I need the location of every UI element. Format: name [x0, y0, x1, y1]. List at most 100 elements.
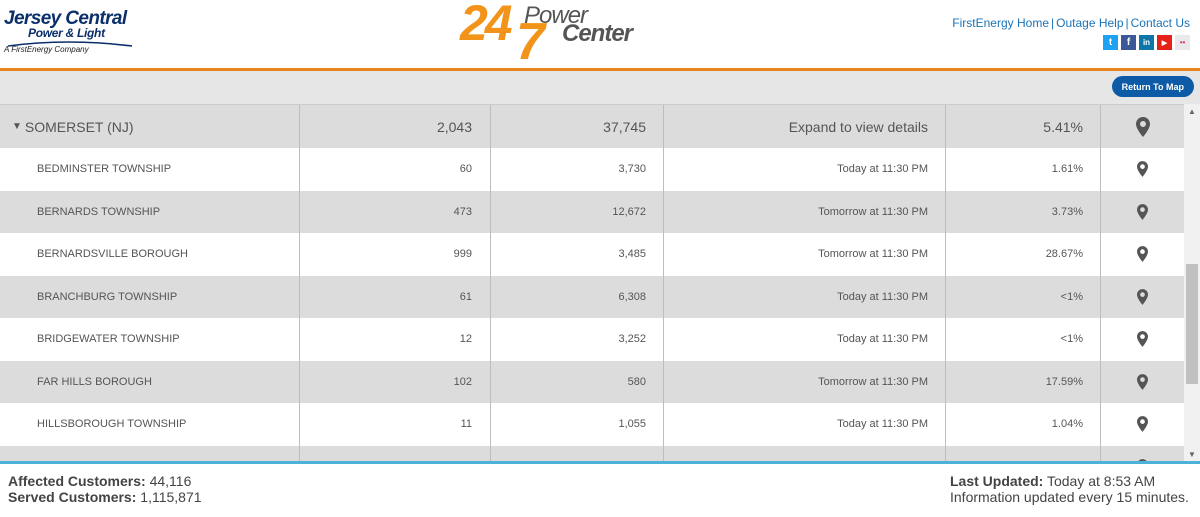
county-row[interactable]: ▼ SOMERSET (NJ) 2,043 37,745 Expand to v… [0, 105, 1184, 148]
twitter-icon[interactable]: t [1103, 35, 1118, 50]
percent-out-cell: 1.61% [946, 148, 1101, 191]
table-row: BERNARDS TOWNSHIP 473 12,672 Tomorrow at 11… [0, 190, 1184, 234]
customers-out-cell: 2,043 [300, 105, 491, 148]
customers-served-cell: 3,252 [491, 318, 664, 361]
served-label: Served Customers: [8, 489, 137, 505]
customers-served-cell: 580 [491, 360, 664, 403]
youtube-icon[interactable]: ▶ [1157, 35, 1172, 50]
map-pin-icon[interactable] [1101, 276, 1184, 319]
affected-label: Affected Customers: [8, 473, 146, 489]
logo-24: 24 [460, 0, 513, 51]
customers-served-cell: 12,672 [491, 190, 664, 233]
customers-out-cell: 11 [300, 403, 491, 446]
map-pin-icon[interactable] [1101, 446, 1184, 461]
etr-cell [664, 445, 946, 461]
customers-served-cell: 1,055 [491, 403, 664, 446]
customers-served-cell: 3,730 [491, 148, 664, 191]
customers-served-cell: 3,485 [491, 233, 664, 276]
logo-7: 7 [516, 13, 545, 71]
map-pin-icon[interactable] [1101, 233, 1184, 276]
toolbar: Return To Map [0, 71, 1200, 104]
update-frequency-note: Information updated every 15 minutes. [950, 489, 1189, 505]
table-row: BRIDGEWATER TOWNSHIP 12 3,252 Today at 11:3… [0, 318, 1184, 361]
logo-center-word: Center [562, 20, 633, 47]
percent-out-cell: 5.41% [946, 105, 1101, 148]
affected-value: 44,116 [149, 473, 192, 489]
jcpl-logo[interactable]: Jersey Central Power & Light A FirstEner… [4, 8, 144, 58]
table-row: FAR HILLS BOROUGH 102 580 Tomorrow at 11:30… [0, 360, 1184, 404]
served-value: 1,115,871 [140, 489, 202, 505]
percent-out-cell: 1.04% [946, 403, 1101, 446]
scroll-thumb[interactable] [1186, 264, 1198, 384]
customers-out-cell: 473 [300, 190, 491, 233]
municipality-name-cell: FAR HILLS BOROUGH [0, 360, 300, 403]
table-row: BEDMINSTER TOWNSHIP 60 3,730 Today at 11:30… [0, 148, 1184, 191]
map-pin-icon[interactable] [1101, 403, 1184, 446]
linkedin-icon[interactable]: in [1139, 35, 1154, 50]
customers-served-cell: 6,308 [491, 275, 664, 318]
social-links: t f in ▶ •• [1103, 35, 1190, 50]
scroll-down-icon[interactable]: ▼ [1188, 449, 1196, 459]
county-name-cell: ▼ SOMERSET (NJ) [0, 105, 300, 148]
percent-out-cell: 17.59% [946, 360, 1101, 403]
customers-out-cell: 61 [300, 275, 491, 318]
municipality-name-cell: BERNARDS TOWNSHIP [0, 190, 300, 233]
table-row: BRANCHBURG TOWNSHIP 61 6,308 Today at 11:30… [0, 275, 1184, 319]
map-pin-icon[interactable] [1101, 148, 1184, 191]
etr-cell: Tomorrow at 11:30 PM [664, 190, 946, 233]
outage-table: ▼ SOMERSET (NJ) 2,043 37,745 Expand to v… [0, 104, 1184, 461]
logo-power-word: Power [524, 2, 588, 29]
customers-served-cell [491, 445, 664, 461]
municipality-name-cell: BERNARDSVILLE BOROUGH [0, 233, 300, 276]
expand-caret-icon[interactable]: ▼ [12, 121, 22, 132]
map-pin-icon[interactable] [1101, 191, 1184, 234]
table-row: BERNARDSVILLE BOROUGH 999 3,485 Tomorrow at… [0, 233, 1184, 276]
facebook-icon[interactable]: f [1121, 35, 1136, 50]
etr-cell: Tomorrow at 11:30 PM [664, 233, 946, 276]
table-scrollbar[interactable]: ▲ ▼ [1184, 104, 1200, 461]
swoosh-icon [8, 41, 132, 47]
flickr-icon[interactable]: •• [1175, 35, 1190, 50]
table-row [0, 445, 1184, 461]
page-header: Jersey Central Power & Light A FirstEner… [0, 0, 1200, 71]
footer-divider [0, 461, 1200, 464]
percent-out-cell: <1% [946, 275, 1101, 318]
map-pin-icon [1135, 116, 1150, 137]
municipality-name-cell: HILLSBOROUGH TOWNSHIP [0, 403, 300, 446]
page-footer: Affected Customers: 44,116 Served Custom… [0, 464, 1200, 517]
percent-out-cell: 28.67% [946, 233, 1101, 276]
percent-out-cell: <1% [946, 318, 1101, 361]
update-info: Last Updated: Today at 8:53 AM Informati… [950, 473, 1189, 505]
customers-out-cell: 60 [300, 148, 491, 191]
percent-out-cell [946, 445, 1101, 461]
table-row: HILLSBOROUGH TOWNSHIP 11 1,055 Today at 11:… [0, 403, 1184, 446]
etr-cell: Expand to view details [664, 105, 946, 148]
map-pin-icon[interactable] [1101, 318, 1184, 361]
top-links: FirstEnergy Home | Outage Help | Contact Us [952, 16, 1190, 30]
power-center-logo[interactable]: 24 7 Power Center [458, 0, 648, 71]
map-pin-icon[interactable] [1101, 361, 1184, 404]
etr-cell: Today at 11:30 PM [664, 318, 946, 361]
county-name: SOMERSET (NJ) [24, 118, 134, 135]
firstenergy-home-link[interactable]: FirstEnergy Home [952, 16, 1049, 30]
brand-name: Jersey Central [4, 8, 127, 29]
contact-us-link[interactable]: Contact Us [1130, 16, 1190, 30]
link-separator: | [1051, 16, 1055, 30]
map-pin-icon[interactable] [1101, 105, 1184, 148]
return-to-map-button[interactable]: Return To Map [1111, 76, 1194, 97]
header-divider [0, 68, 1200, 71]
municipality-name-cell: BRANCHBURG TOWNSHIP [0, 275, 300, 318]
last-updated-value: Today at 8:53 AM [1046, 473, 1156, 489]
customers-served-cell: 37,745 [491, 105, 664, 148]
municipality-name-cell: BEDMINSTER TOWNSHIP [0, 148, 300, 191]
customers-out-cell: 102 [300, 360, 491, 403]
link-separator: | [1125, 16, 1129, 30]
customer-totals: Affected Customers: 44,116 Served Custom… [8, 473, 202, 505]
etr-cell: Today at 11:30 PM [664, 275, 946, 318]
outage-help-link[interactable]: Outage Help [1056, 16, 1124, 30]
customers-out-cell: 12 [300, 318, 491, 361]
customers-out-cell: 999 [300, 233, 491, 276]
municipality-name-cell [0, 445, 300, 461]
customers-out-cell [300, 445, 491, 461]
scroll-up-icon[interactable]: ▲ [1188, 106, 1196, 116]
